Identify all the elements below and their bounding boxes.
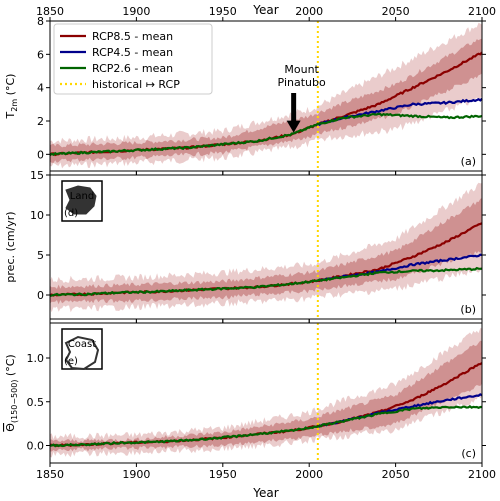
- panel-b: 0 5 10 15 (b) prec. (cm/yr) Land (d): [4, 169, 486, 323]
- legend-label: RCP4.5 - mean: [92, 46, 173, 59]
- ytick-label: 2: [37, 115, 44, 128]
- panel-letter: (b): [460, 303, 476, 316]
- ytick-label: 4: [37, 82, 44, 95]
- panel-letter: (a): [461, 155, 476, 168]
- inset-map: Coast (e): [61, 328, 103, 371]
- inset-letter: (e): [64, 356, 78, 367]
- axes-frame: [49, 20, 483, 172]
- band-inner: [50, 198, 482, 305]
- annotation-line2: Pinatubo: [278, 76, 326, 89]
- legend-box: [53, 23, 213, 95]
- ytick-label: 8: [37, 15, 44, 28]
- band-outer: [50, 182, 482, 313]
- panel-letter: (c): [461, 447, 476, 460]
- xtick-label-bottom: 2000: [295, 468, 323, 481]
- xtick-label-bottom: 1950: [209, 468, 237, 481]
- ytick-label: 5: [37, 249, 44, 262]
- ytick-label: 0.5: [27, 396, 45, 409]
- band-inner: [50, 340, 482, 452]
- xtick-label-bottom: 2100: [468, 468, 496, 481]
- legend: RCP8.5 - mean RCP4.5 - mean RCP2.6 - mean h…: [53, 23, 213, 95]
- xtick-label-top: 2000: [295, 5, 323, 18]
- ylabel: Θ(150−500) (°C): [4, 354, 19, 431]
- axes-frame: [49, 322, 483, 464]
- annotation-line1: Mount: [284, 63, 319, 76]
- legend-label: historical ↦ RCP: [92, 78, 180, 91]
- ytick-label: 0.0: [27, 440, 45, 453]
- series-line-rcp2-6-mean: [49, 404, 483, 448]
- ytick-label: 0: [37, 148, 44, 161]
- legend-label: RCP8.5 - mean: [92, 30, 173, 43]
- inset-label: Land: [70, 191, 94, 202]
- xtick-label-top: 1950: [209, 5, 237, 18]
- ytick-label: 1.0: [27, 352, 45, 365]
- ytick-label: 0: [37, 289, 44, 302]
- xtick-label-bottom: 1900: [122, 468, 150, 481]
- antarctica-coast-shape: [64, 335, 100, 371]
- legend-label: RCP2.6 - mean: [92, 62, 173, 75]
- band-outer: [50, 22, 482, 169]
- panel-c: 0.0 0.5 1.0 1850 1900 1950 2000 2050 2100 (c) Θ(15…: [4, 319, 496, 481]
- axes-frame: [49, 174, 483, 320]
- series-line-rcp2-6-mean: [49, 112, 483, 156]
- band-outer: [50, 328, 482, 458]
- xtick-label-bottom: 2050: [382, 468, 410, 481]
- series-line-rcp2-6-mean: [49, 266, 483, 297]
- antarctica-land-shape: [65, 185, 97, 215]
- band-inner: [50, 38, 482, 163]
- ylabel: prec. (cm/yr): [4, 211, 17, 282]
- xtick-label-top: 2100: [468, 5, 496, 18]
- inset-letter: (d): [64, 208, 78, 219]
- ylabel: T2m (°C): [4, 74, 19, 120]
- xtick-label-bottom: 1850: [36, 468, 64, 481]
- top-xlabel: Year: [252, 3, 278, 17]
- xtick-label-top: 1850: [36, 5, 64, 18]
- series-line-rcp4-5-mean: [317, 97, 483, 127]
- ytick-label: 10: [30, 209, 44, 222]
- xtick-label-top: 2050: [382, 5, 410, 18]
- series-line-rcp4-5-mean: [317, 253, 483, 282]
- ytick-label: 15: [30, 169, 44, 182]
- inset-map: Land (d): [61, 180, 103, 222]
- inset-label: Coast: [68, 339, 96, 350]
- xtick-label-top: 1900: [122, 5, 150, 18]
- bottom-xlabel: Year: [252, 486, 278, 500]
- annotation-arrow-head: [286, 120, 301, 133]
- ytick-label: 6: [37, 48, 44, 61]
